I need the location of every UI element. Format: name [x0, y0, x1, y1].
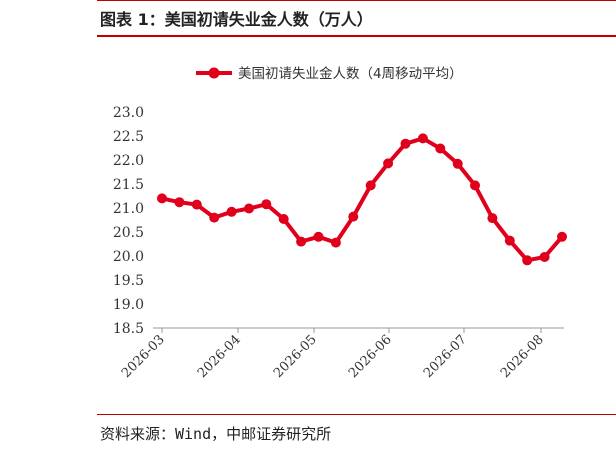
data-point — [365, 180, 376, 191]
y-tick-label: 20.5 — [113, 225, 144, 241]
data-point — [539, 252, 550, 262]
data-point — [330, 237, 341, 248]
data-point — [504, 235, 515, 246]
y-tick-label: 22.5 — [113, 129, 144, 145]
legend-marker — [208, 67, 220, 79]
y-tick-label: 21.0 — [113, 201, 144, 217]
data-point — [191, 199, 202, 210]
data-point — [487, 213, 498, 224]
data-point — [261, 199, 272, 210]
top-rule — [97, 0, 616, 1]
data-point — [557, 231, 567, 242]
data-point — [348, 211, 359, 222]
title-rule — [97, 35, 616, 37]
data-point — [244, 203, 254, 214]
series-line — [160, 136, 564, 263]
data-point — [174, 197, 185, 208]
y-tick-label: 22.0 — [113, 153, 144, 169]
x-tick-label: 2026-07 — [421, 332, 470, 381]
x-tick-label: 2026-04 — [195, 332, 244, 381]
data-point — [278, 214, 289, 224]
data-point — [452, 158, 463, 169]
data-point — [226, 206, 237, 217]
y-tick-label: 19.5 — [113, 273, 144, 289]
figure-title: 图表 1：美国初请失业金人数（万人） — [100, 10, 373, 29]
legend-label: 美国初请失业金人数（4周移动平均） — [238, 65, 463, 82]
x-tick-label: 2026-08 — [498, 332, 547, 381]
data-point — [400, 138, 411, 149]
y-tick-label: 18.5 — [113, 321, 144, 337]
data-point — [417, 133, 428, 144]
x-tick-label: 2026-06 — [346, 332, 395, 381]
y-tick-label: 23.0 — [113, 105, 144, 121]
data-point — [522, 255, 533, 266]
data-point — [157, 193, 167, 204]
data-point — [296, 236, 307, 247]
data-point — [470, 180, 480, 191]
source-rule — [97, 414, 616, 415]
y-tick-label: 19.0 — [113, 297, 144, 313]
data-point — [383, 158, 394, 169]
y-tick-label: 20.0 — [113, 249, 144, 265]
source-note: 资料来源：Wind，中邮证券研究所 — [100, 425, 332, 443]
y-tick-label: 21.5 — [113, 177, 144, 193]
x-tick-label: 2026-03 — [119, 332, 168, 381]
data-point — [313, 231, 324, 242]
data-point — [435, 143, 446, 154]
x-tick-label: 2026-05 — [271, 332, 320, 381]
data-point — [209, 212, 220, 223]
